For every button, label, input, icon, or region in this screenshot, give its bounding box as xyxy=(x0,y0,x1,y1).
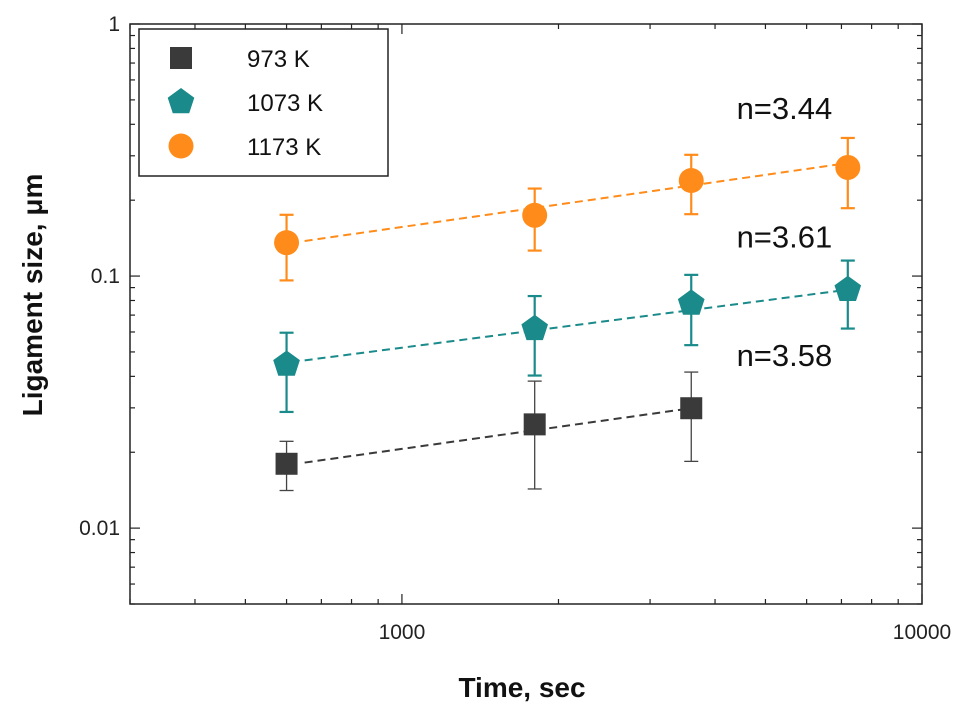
legend-label: 1173 K xyxy=(247,134,321,161)
fit-exponent-label: n=3.58 xyxy=(737,338,833,373)
marker-square xyxy=(680,397,703,420)
x-tick-label: 10000 xyxy=(893,621,951,644)
y-tick-label: 1 xyxy=(108,13,120,36)
marker-circle xyxy=(168,133,194,159)
error-bars xyxy=(279,136,855,492)
fit-lines xyxy=(304,162,848,464)
marker-circle xyxy=(835,154,861,180)
marker-pentagon xyxy=(273,350,300,376)
marker-pentagon xyxy=(167,88,195,114)
plot-border xyxy=(129,23,923,605)
legend: 973 K 1073 K 1173 K xyxy=(138,28,389,177)
marker-square xyxy=(523,413,546,436)
fit-line xyxy=(304,162,848,242)
plot-frame xyxy=(129,23,923,605)
marker-circle xyxy=(678,167,704,193)
y-axis-title: Ligament size, μm xyxy=(17,174,48,417)
y-tick-label: 0.01 xyxy=(79,517,120,540)
marker-pentagon xyxy=(834,275,862,301)
annotations: n=3.44 n=3.61 n=3.58 xyxy=(737,91,833,373)
marker-pentagon xyxy=(677,289,705,315)
marker-circle xyxy=(274,230,300,256)
marker-square xyxy=(275,452,298,475)
legend-label: 1073 K xyxy=(247,90,323,117)
y-tick-label: 0.1 xyxy=(91,265,120,288)
x-axis-ticks: 1000 10000 xyxy=(129,24,951,644)
fit-line xyxy=(304,407,692,464)
marker-pentagon xyxy=(521,314,548,341)
fit-exponent-label: n=3.61 xyxy=(737,219,833,254)
y-axis-ticks: 0.01 0.1 1 xyxy=(79,13,922,605)
fit-exponent-label: n=3.44 xyxy=(737,91,833,126)
marker-circle xyxy=(522,202,548,228)
x-tick-label: 1000 xyxy=(379,621,426,644)
legend-label: 973 K xyxy=(247,46,310,73)
marker-square xyxy=(170,47,192,69)
x-axis-title: Time, sec xyxy=(458,672,585,703)
data-markers xyxy=(273,154,862,475)
fit-line xyxy=(304,288,848,362)
